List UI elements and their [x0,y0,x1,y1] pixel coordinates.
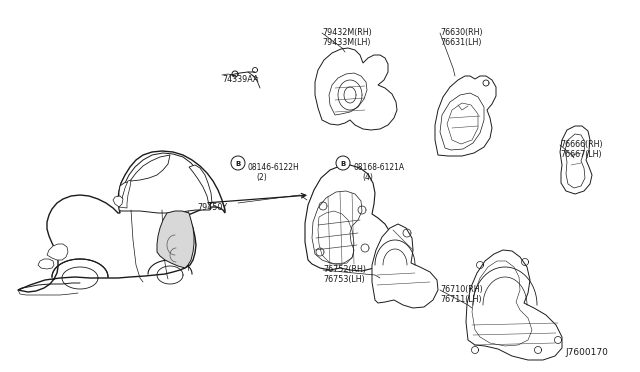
Text: 76631(LH): 76631(LH) [440,38,481,47]
Polygon shape [113,196,123,207]
Circle shape [336,156,350,170]
Text: (4): (4) [362,173,373,182]
Text: 76667(LH): 76667(LH) [560,150,602,159]
Text: (2): (2) [256,173,267,182]
Text: 08146-6122H: 08146-6122H [247,163,299,172]
Text: 08168-6121A: 08168-6121A [353,163,404,172]
Polygon shape [119,155,170,207]
Text: 76710(RH): 76710(RH) [440,285,483,294]
Text: 79450Y: 79450Y [197,203,227,212]
Polygon shape [305,165,392,271]
Polygon shape [119,180,131,208]
Polygon shape [18,151,225,292]
Polygon shape [315,48,397,130]
Text: 76630(RH): 76630(RH) [440,28,483,37]
Text: 76711(LH): 76711(LH) [440,295,482,304]
Text: B: B [340,160,346,167]
Polygon shape [372,224,438,308]
Polygon shape [47,244,68,260]
Text: J7600170: J7600170 [565,348,608,357]
Text: 76752(RH): 76752(RH) [323,265,366,274]
Text: 74339AA: 74339AA [222,75,259,84]
Text: 79432M(RH): 79432M(RH) [322,28,372,37]
Text: 76666(RH): 76666(RH) [560,140,603,149]
Polygon shape [157,211,194,268]
Polygon shape [466,250,562,360]
Circle shape [231,156,245,170]
Text: 76753(LH): 76753(LH) [323,275,365,284]
Polygon shape [189,165,212,205]
Polygon shape [119,153,210,213]
Text: B: B [236,160,241,167]
Polygon shape [435,76,496,156]
Polygon shape [560,126,592,194]
Text: 79433M(LH): 79433M(LH) [322,38,371,47]
Polygon shape [38,259,54,269]
